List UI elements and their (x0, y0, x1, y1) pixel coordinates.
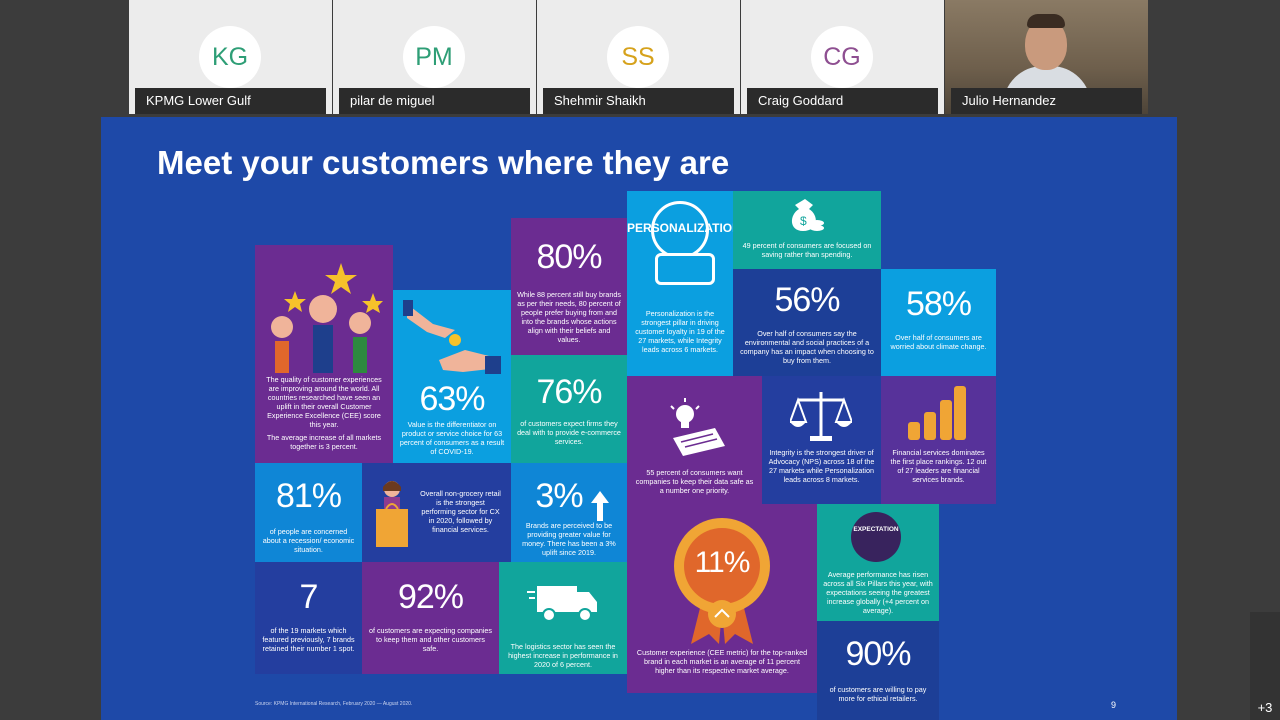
stat-value: 76% (536, 373, 602, 411)
cell-text: Over half of consumers are worried about… (890, 333, 987, 351)
cell-58: 58% Over half of consumers are worried a… (881, 269, 996, 376)
cell-text: The quality of customer experiences are … (266, 375, 382, 429)
lightbulb-documents-icon (670, 398, 725, 456)
cell-quality: The quality of customer experiences are … (255, 245, 393, 463)
participant-name: pilar de miguel (339, 88, 530, 114)
cell-text: While 88 percent still buy brands as per… (517, 290, 621, 344)
delivery-truck-icon (527, 586, 597, 622)
money-bag-icon: $ (791, 199, 824, 231)
cell-text: of customers are willing to pay more for… (829, 685, 927, 703)
stat-value: 7 (299, 578, 319, 616)
personalization-badge-bottom (655, 253, 715, 285)
arrow-up-icon (591, 491, 609, 521)
participant-tile-pm[interactable]: PM pilar de miguel (333, 0, 536, 114)
cell-text: Average performance has risen across all… (823, 570, 933, 615)
participant-name: Craig Goddard (747, 88, 938, 114)
cell-text: Value is the differentiator on product o… (399, 420, 505, 456)
expectation-badge-icon (851, 512, 901, 562)
participant-tile-ss[interactable]: SS Shehmir Shaikh (537, 0, 740, 114)
cell-text: Integrity is the strongest driver of Adv… (768, 448, 875, 484)
stat-value: 80% (536, 238, 602, 276)
participant-tile-jh-video[interactable]: Julio Hernandez (945, 0, 1148, 114)
cell-text: Financial services dominates the first p… (890, 448, 987, 484)
cell-text: of customers are expecting companies to … (368, 626, 493, 653)
scales-icon (790, 392, 852, 441)
badge-label: EXPECTATION (853, 526, 899, 533)
cell-text-2: The average increase of all markets toge… (266, 433, 382, 451)
more-participants-button[interactable]: +3 (1250, 612, 1280, 720)
cell-80: 80% While 88 percent still buy brands as… (511, 218, 627, 355)
stat-value: 63% (419, 380, 485, 418)
cell-7: 7 of the 19 markets which featured previ… (255, 562, 362, 674)
cell-data-safe: 55 percent of consumers want companies t… (627, 376, 762, 504)
avatar: SS (607, 26, 669, 88)
stat-value: 3% (535, 477, 583, 515)
shopper-bag-icon (376, 481, 408, 547)
cell-financial: Financial services dominates the first p… (881, 376, 996, 504)
cell-grocery: Overall non-grocery retail is the strong… (362, 463, 511, 562)
cell-text: Brands are perceived to be providing gre… (522, 521, 616, 557)
cell-11: 11% Customer experience (CEE metric) for… (627, 504, 817, 693)
cell-text: Overall non-grocery retail is the strong… (420, 489, 501, 534)
cell-3: 3% Brands are perceived to be providing … (511, 463, 627, 562)
stat-value: 90% (845, 635, 911, 673)
avatar: KG (199, 26, 261, 88)
stat-value: 58% (905, 285, 972, 323)
cell-text: Personalization is the strongest pillar … (635, 309, 725, 354)
shared-slide: Meet your customers where they are The q… (101, 117, 1177, 720)
svg-text:$: $ (800, 214, 807, 228)
participant-tile-kg[interactable]: KG KPMG Lower Gulf (129, 0, 332, 114)
participant-name: KPMG Lower Gulf (135, 88, 326, 114)
cell-text: The logistics sector has seen the highes… (508, 642, 618, 669)
cell-90: 90% of customers are willing to pay more… (817, 621, 939, 720)
slide-title: Meet your customers where they are (157, 144, 730, 181)
cell-text: of customers expect firms they deal with… (517, 419, 621, 446)
cell-92: 92% of customers are expecting companies… (362, 562, 499, 674)
cell-76: 76% of customers expect firms they deal … (511, 355, 627, 463)
hands-stars-icon (271, 263, 383, 373)
slide-source: Source: KPMG International Research, Feb… (255, 701, 413, 707)
cell-saving: $ 49 percent of consumers are focused on… (733, 191, 881, 269)
cell-63: 63% Value is the differentiator on produ… (393, 290, 511, 463)
cell-text: of the 19 markets which featured previou… (262, 626, 355, 653)
cell-personalization: PERSONALIZATION Personalization is the s… (627, 191, 733, 376)
cell-text: 55 percent of consumers want companies t… (635, 468, 754, 495)
avatar: PM (403, 26, 465, 88)
stat-value: 92% (397, 578, 464, 616)
cell-56: 56% Over half of consumers say the envir… (733, 269, 881, 376)
stat-value: 11% (694, 546, 751, 579)
stat-value: 81% (275, 477, 342, 515)
cell-expectation: EXPECTATION Average performance has rise… (817, 504, 939, 621)
cell-integrity: Integrity is the strongest driver of Adv… (762, 376, 881, 504)
slide-page-number: 9 (1111, 700, 1117, 710)
participant-tile-cg[interactable]: CG Craig Goddard (741, 0, 944, 114)
avatar: CG (811, 26, 873, 88)
participant-name: Julio Hernandez (951, 88, 1142, 114)
video-person-hair (1027, 14, 1065, 28)
cell-logistics: The logistics sector has seen the highes… (499, 562, 627, 674)
stat-value: 56% (774, 281, 840, 319)
cell-text: of people are concerned about a recessio… (262, 527, 355, 554)
cell-text: Customer experience (CEE metric) for the… (636, 648, 808, 675)
cell-text: 49 percent of consumers are focused on s… (742, 241, 872, 259)
rosette-award-icon (674, 518, 770, 644)
cell-text: Over half of consumers say the environme… (740, 329, 874, 365)
more-count: +3 (1257, 700, 1273, 715)
badge-label: PERSONALIZATION (627, 221, 733, 235)
bar-chart-icon (908, 386, 966, 440)
participant-name: Shehmir Shaikh (543, 88, 734, 114)
cell-81: 81% of people are concerned about a rece… (255, 463, 362, 562)
hand-coin-icon (403, 300, 501, 374)
